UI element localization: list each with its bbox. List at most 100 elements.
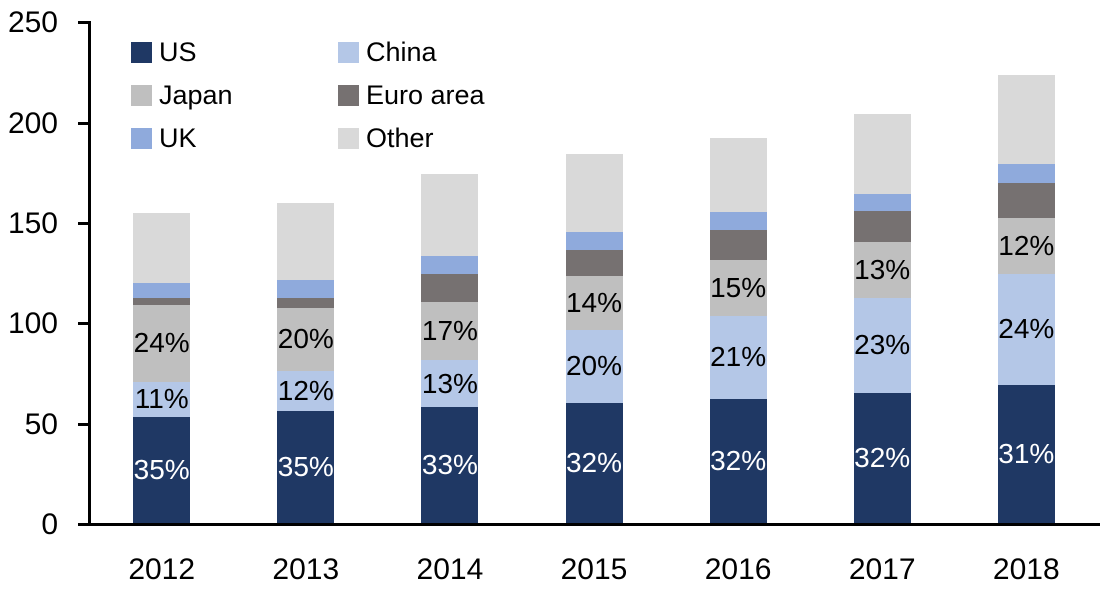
bar-segment-us: 31%: [997, 384, 1055, 523]
segment-label-japan: 20%: [277, 323, 334, 355]
bar-segment-other: [277, 202, 335, 281]
x-axis-label: 2018: [992, 553, 1060, 586]
bar-segment-uk: [277, 280, 335, 299]
bar-segment-japan: 17%: [421, 302, 479, 361]
bar-segment-euro-area: [997, 182, 1055, 219]
bar-segment-us: 32%: [853, 392, 911, 523]
segment-label-japan: 24%: [133, 327, 190, 359]
segment-label-china: 12%: [277, 374, 334, 406]
bar-segment-china: 21%: [709, 316, 767, 399]
segment-label-china: 23%: [854, 329, 911, 361]
bar-segment-euro-area: [133, 298, 191, 306]
legend-label: China: [366, 37, 437, 67]
bar-2017: 32% 23% 13%: [853, 0, 911, 523]
x-axis-label: 2017: [848, 553, 916, 586]
legend-swatch-icon: [338, 42, 359, 63]
y-axis-tick: [78, 422, 89, 426]
bar-segment-japan: 24%: [133, 305, 191, 382]
bar-segment-other: [421, 173, 479, 257]
bar-segment-us: 35%: [277, 410, 335, 523]
bar-segment-euro-area: [421, 274, 479, 303]
bar-segment-other: [709, 137, 767, 212]
y-axis-tick-label: 200: [7, 106, 58, 140]
bar-segment-uk: [133, 283, 191, 299]
bar-segment-china: 11%: [133, 381, 191, 417]
bar-segment-uk: [853, 193, 911, 211]
segment-label-us: 32%: [710, 444, 767, 476]
bar-segment-uk: [997, 163, 1055, 183]
legend: US China Japan Euro area UK Other: [131, 31, 485, 160]
legend-swatch-icon: [131, 42, 152, 63]
y-axis-tick: [78, 523, 89, 526]
legend-item-other: Other: [338, 123, 485, 154]
bar-segment-euro-area: [853, 211, 911, 243]
bar-2013: 35% 12% 20%: [277, 0, 335, 523]
legend-item-uk: UK: [131, 123, 338, 154]
y-axis-tick: [78, 121, 89, 125]
y-axis-tick: [78, 322, 89, 326]
bar-segment-china: 23%: [853, 298, 911, 393]
legend-item-japan: Japan: [131, 80, 338, 111]
bar-segment-japan: 13%: [853, 242, 911, 299]
bar-2014: 33% 13% 17%: [421, 0, 479, 523]
segment-label-china: 21%: [710, 341, 767, 373]
segment-label-china: 20%: [565, 350, 623, 382]
bar-segment-us: 32%: [565, 402, 623, 523]
bar-segment-uk: [565, 232, 623, 251]
x-axis-label: 2016: [704, 553, 772, 586]
y-axis-tick: [78, 21, 89, 25]
segment-label-us: 33%: [421, 448, 478, 480]
bar-segment-other: [853, 113, 911, 194]
bar-segment-euro-area: [565, 250, 623, 277]
x-axis-label: 2013: [272, 553, 340, 586]
bar-segment-china: 20%: [565, 330, 623, 403]
legend-label: Japan: [159, 80, 233, 110]
segment-label-us: 31%: [998, 437, 1055, 469]
bar-segment-uk: [709, 212, 767, 231]
bar-segment-japan: 14%: [565, 276, 623, 331]
bar-segment-us: 33%: [421, 406, 479, 523]
y-axis-tick-label: 50: [24, 407, 58, 441]
x-axis-label: 2012: [128, 553, 196, 586]
legend-label: US: [159, 37, 197, 67]
legend-item-euro-area: Euro area: [338, 80, 485, 111]
legend-swatch-icon: [131, 128, 152, 149]
x-axis-line: [78, 523, 1100, 526]
bar-segment-other: [565, 153, 623, 233]
segment-label-japan: 17%: [421, 315, 478, 347]
bar-segment-japan: 20%: [277, 308, 335, 371]
segment-label-japan: 14%: [565, 287, 623, 319]
bar-2018: 31% 24% 12%: [997, 0, 1055, 523]
bar-2016: 32% 21% 15%: [709, 0, 767, 523]
x-axis-label: 2015: [560, 553, 628, 586]
segment-label-japan: 13%: [854, 254, 911, 286]
bar-segment-china: 13%: [421, 360, 479, 407]
segment-label-japan: 12%: [998, 230, 1055, 262]
bar-2012: 35% 11% 24%: [133, 0, 191, 523]
bar-segment-uk: [421, 256, 479, 275]
legend-label: UK: [159, 123, 197, 153]
y-axis-tick-label: 150: [7, 207, 58, 241]
y-axis-tick-label: 100: [7, 307, 58, 341]
y-axis-tick: [78, 222, 89, 226]
legend-swatch-icon: [338, 128, 359, 149]
x-axis-label: 2014: [416, 553, 484, 586]
bar-2015: 32% 20% 14%: [565, 0, 623, 523]
y-axis-tick-label: 250: [7, 6, 58, 40]
segment-label-china: 13%: [421, 367, 478, 399]
bar-segment-other: [133, 213, 191, 284]
bar-segment-japan: 12%: [997, 218, 1055, 275]
bar-segment-china: 24%: [997, 274, 1055, 385]
legend-item-us: US: [131, 37, 338, 68]
segment-label-us: 35%: [277, 450, 334, 482]
bar-segment-us: 35%: [133, 416, 191, 523]
bar-segment-other: [997, 74, 1055, 164]
bar-segment-us: 32%: [709, 398, 767, 523]
segment-label-us: 32%: [854, 441, 911, 473]
legend-label: Other: [366, 123, 434, 153]
bar-segment-japan: 15%: [709, 260, 767, 317]
legend-swatch-icon: [338, 85, 359, 106]
segment-label-us: 32%: [565, 446, 623, 478]
segment-label-china: 24%: [998, 313, 1055, 345]
bar-segment-euro-area: [277, 298, 335, 309]
